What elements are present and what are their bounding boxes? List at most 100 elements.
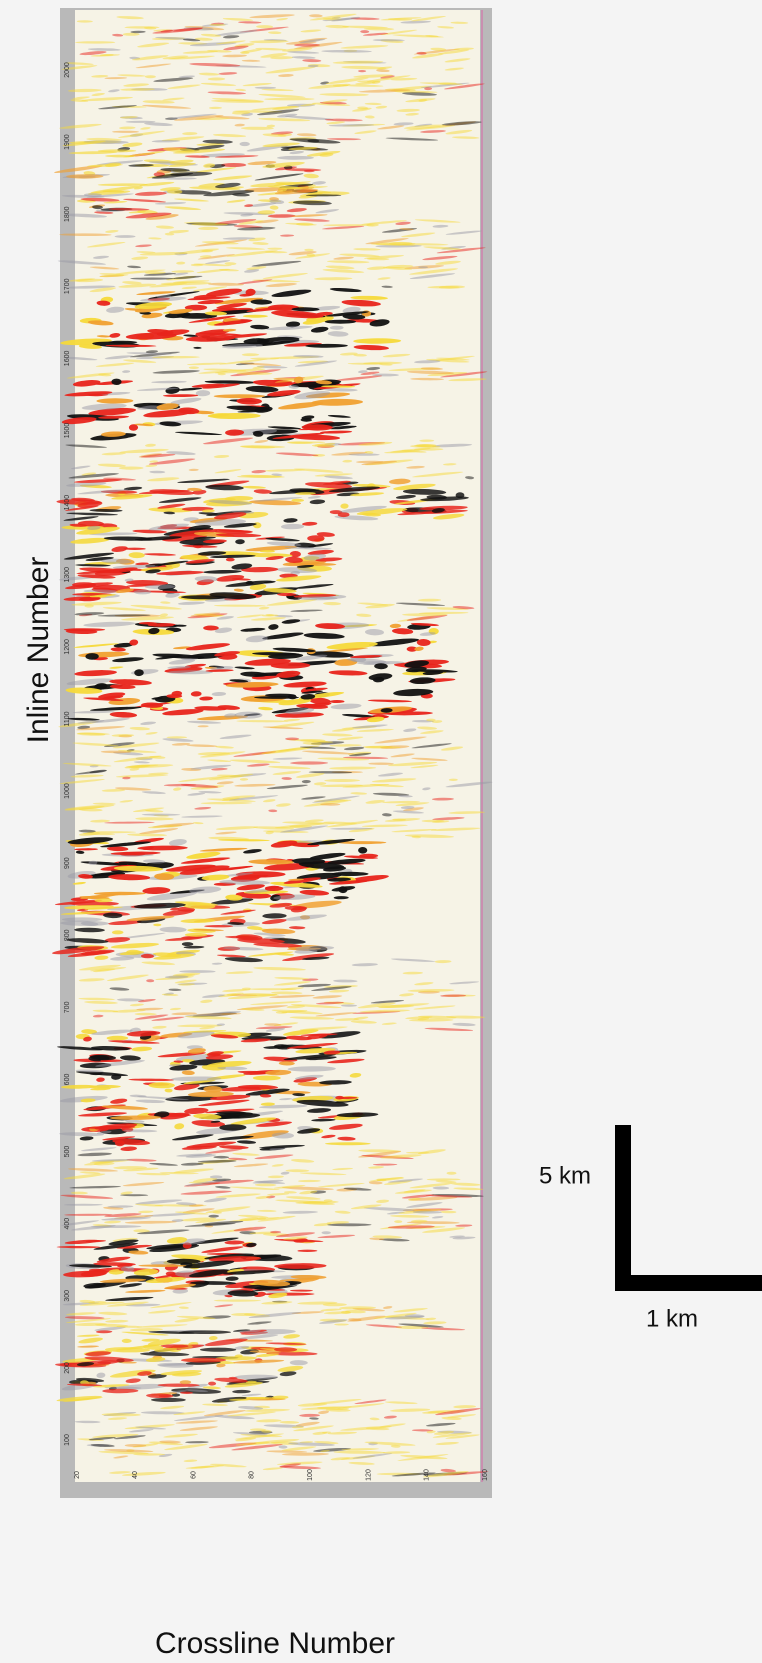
seismic-streak (232, 1432, 268, 1436)
seismic-streak (125, 1119, 145, 1123)
seismic-streak (72, 582, 96, 588)
seismic-streak (223, 1270, 275, 1275)
seismic-streak (64, 1316, 105, 1320)
seismic-streak (351, 963, 378, 967)
seismic-streak (353, 338, 402, 344)
seismic-streak (342, 306, 361, 314)
seismic-streak (368, 638, 420, 647)
seismic-streak (235, 539, 245, 545)
seismic-streak (270, 662, 311, 669)
seismic-streak (446, 1171, 457, 1175)
seismic-streak (91, 718, 130, 723)
seismic-streak (145, 443, 156, 447)
seismic-streak (350, 792, 367, 795)
seismic-streak (400, 20, 431, 24)
seismic-streak (375, 105, 388, 109)
seismic-streak (171, 1012, 197, 1016)
seismic-streak (171, 270, 195, 273)
seismic-streak (149, 460, 158, 463)
seismic-streak (255, 1121, 293, 1127)
seismic-streak (153, 953, 195, 960)
seismic-streak (293, 1425, 334, 1432)
y-tick-label: 1500 (64, 423, 71, 439)
y-tick-label: 1600 (64, 351, 71, 367)
seismic-streak (339, 352, 358, 356)
seismic-streak (59, 1132, 105, 1137)
seismic-streak (436, 247, 486, 254)
seismic-streak (326, 121, 345, 125)
seismic-streak (134, 669, 144, 677)
seismic-streak (430, 827, 481, 831)
seismic-streak (350, 1204, 382, 1210)
seismic-streak (208, 1256, 262, 1263)
seismic-streak (204, 1338, 248, 1347)
seismic-streak (162, 55, 189, 60)
seismic-streak (281, 1446, 317, 1451)
seismic-streak (277, 113, 298, 118)
y-tick-label: 600 (64, 1074, 71, 1086)
seismic-streak (253, 932, 286, 937)
seismic-streak (203, 569, 242, 574)
seismic-streak (70, 774, 104, 778)
seismic-streak (264, 97, 315, 101)
seismic-streak (297, 1128, 321, 1134)
seismic-streak (452, 606, 475, 610)
seismic-streak (269, 205, 279, 210)
seismic-streak (93, 255, 109, 259)
seismic-streak (268, 766, 311, 770)
seismic-streak (90, 1443, 115, 1448)
seismic-streak (304, 482, 353, 489)
seismic-streak (244, 204, 254, 207)
seismic-streak (123, 1129, 158, 1133)
seismic-streak (395, 494, 416, 499)
seismic-streak (205, 669, 234, 672)
seismic-streak (242, 83, 272, 87)
seismic-streak (225, 682, 279, 688)
seismic-streak (138, 621, 157, 625)
seismic-streak (157, 1383, 200, 1387)
seismic-streak (372, 1235, 403, 1239)
seismic-streak (206, 288, 243, 297)
seismic-streak (166, 736, 188, 739)
seismic-streak (289, 150, 304, 155)
seismic-streak (368, 673, 393, 681)
seismic-streak (64, 1213, 113, 1216)
seismic-streak (222, 237, 256, 240)
seismic-streak (291, 498, 304, 502)
seismic-streak (127, 265, 141, 269)
seismic-streak (307, 495, 321, 499)
seismic-streak (225, 429, 245, 436)
seismic-streak (138, 998, 156, 1003)
seismic-streak (214, 297, 264, 305)
seismic-streak (79, 1171, 101, 1174)
seismic-streak (432, 224, 449, 228)
seismic-streak (180, 554, 209, 561)
seismic-streak (70, 537, 110, 544)
seismic-streak (297, 983, 331, 988)
seismic-streak (136, 1324, 188, 1328)
seismic-streak (391, 1472, 436, 1477)
seismic-streak (372, 792, 410, 796)
seismic-streak (385, 264, 414, 269)
seismic-streak (416, 51, 427, 55)
seismic-streak (295, 945, 335, 951)
seismic-streak (120, 88, 155, 91)
seismic-streak (353, 74, 393, 78)
seismic-streak (170, 397, 202, 405)
seismic-streak (153, 77, 194, 82)
seismic-streak (403, 124, 446, 129)
seismic-streak (80, 197, 120, 202)
seismic-streak (128, 764, 174, 769)
seismic-streak (362, 745, 401, 749)
seismic-streak (350, 1020, 377, 1024)
seismic-streak (365, 1324, 402, 1328)
seismic-streak (211, 962, 223, 965)
seismic-streak (203, 1085, 223, 1093)
seismic-streak (160, 1344, 189, 1348)
seismic-streak (110, 647, 126, 652)
seismic-streak (135, 1426, 167, 1430)
seismic-streak (195, 329, 230, 337)
seismic-streak (98, 1450, 149, 1455)
seismic-streak (198, 512, 218, 515)
seismic-streak (132, 529, 167, 534)
